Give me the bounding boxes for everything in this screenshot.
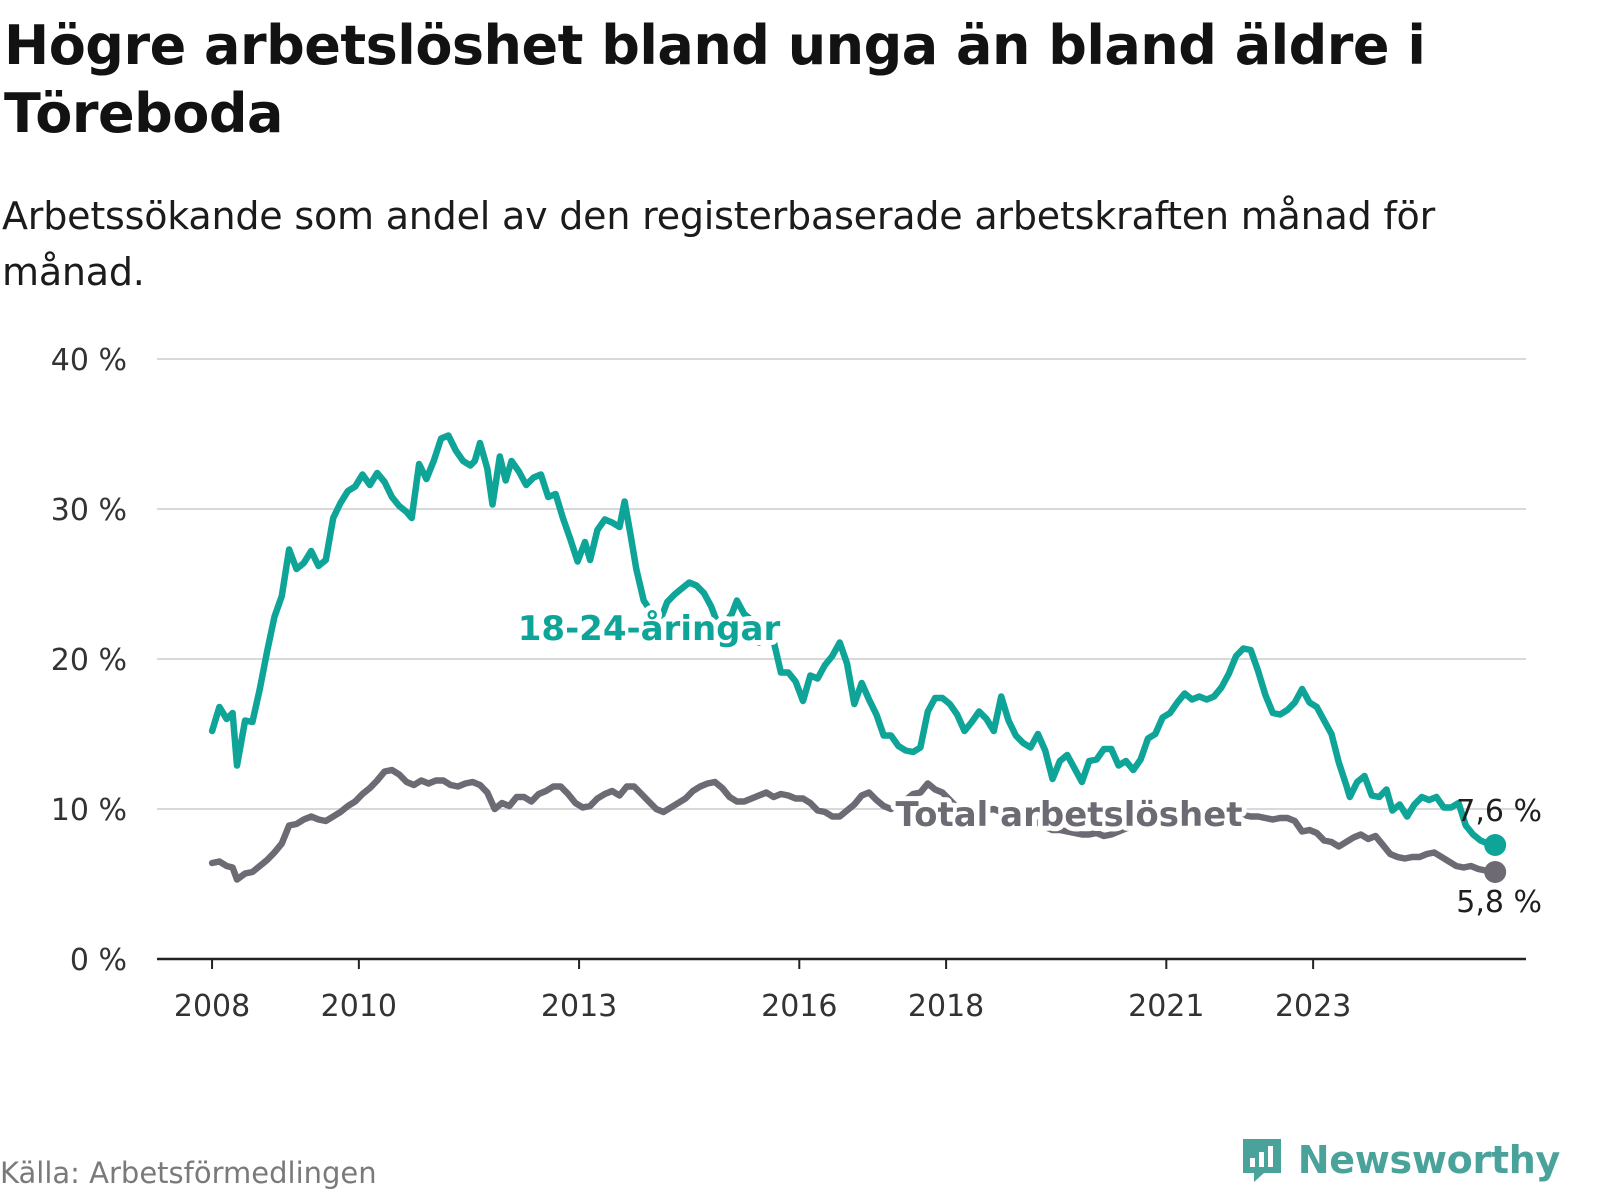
x-tick-label: 2010 (321, 989, 397, 1024)
x-tick-label: 2018 (908, 989, 984, 1024)
x-tick-label: 2008 (174, 989, 250, 1024)
y-tick-label: 0 % (70, 943, 127, 978)
gridlines (157, 358, 1526, 810)
axes: 0 % 10 % 20 % 30 % 40 % 2008 2010 2013 2016 2018 2… (51, 343, 1526, 1024)
x-tick-label: 2016 (761, 989, 837, 1024)
y-tick-label: 40 % (51, 343, 127, 378)
chart-title: Högre arbetslöshet bland unga än bland ä… (4, 14, 1426, 145)
youth-series-line (208, 432, 1499, 849)
chart-subtitle: Arbetssökande som andel av den registerb… (2, 194, 1436, 294)
y-tick-label: 10 % (51, 793, 127, 828)
series-labels: 7,6 % 5,8 % 18-24-åringar Total arbetslöshe… (513, 604, 1542, 920)
y-tick-label: 20 % (51, 643, 127, 678)
x-tick-label: 2021 (1128, 989, 1204, 1024)
total-end-dot (1484, 861, 1507, 883)
brand-name: Newsworthy (1297, 1138, 1561, 1182)
x-tick-label: 2023 (1275, 989, 1351, 1024)
youth-series-label: 18-24-åringar (518, 609, 781, 649)
source-note: Källa: Arbetsförmedlingen (0, 1156, 377, 1190)
youth-end-dot (1484, 834, 1507, 856)
chart-bubble-icon (1242, 1139, 1281, 1182)
total-series-line (208, 766, 1499, 883)
brand-logo: Newsworthy (1240, 1136, 1560, 1184)
x-tick-label: 2013 (541, 989, 617, 1024)
y-tick-label: 30 % (51, 493, 127, 528)
total-end-label: 5,8 % (1456, 885, 1542, 920)
series-lines (208, 432, 1499, 883)
total-series-label: Total arbetslöshet (895, 795, 1242, 835)
youth-end-label: 7,6 % (1456, 794, 1542, 829)
